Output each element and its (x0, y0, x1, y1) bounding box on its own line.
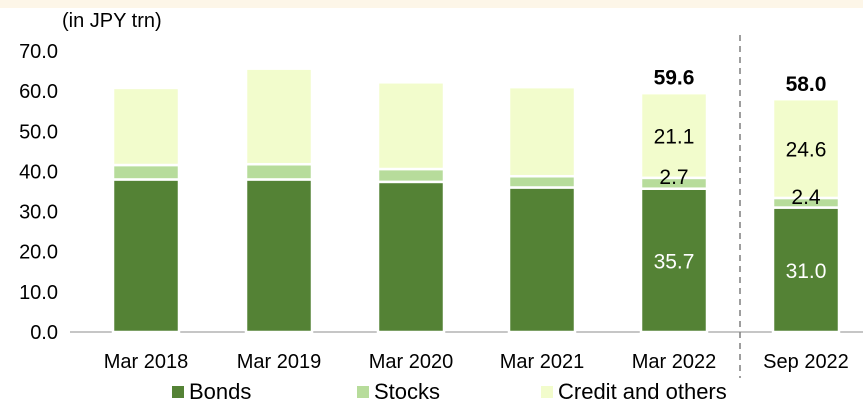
y-tick-label: 0.0 (30, 322, 58, 344)
unit-label: (in JPY trn) (62, 10, 162, 32)
segment-value-label: 2.4 (791, 186, 821, 209)
bar-bonds-segment (376, 180, 446, 334)
segment-value-label: 31.0 (786, 260, 827, 283)
total-value-label: 58.0 (786, 73, 827, 96)
segment-value-label: 21.1 (654, 126, 695, 149)
y-tick-label: 50.0 (19, 121, 58, 143)
y-tick-label: 60.0 (19, 81, 58, 103)
bar-credit-and-others-segment (771, 97, 841, 200)
legend-label: Stocks (374, 379, 441, 404)
x-tick-label: Mar 2020 (369, 351, 454, 373)
x-tick-label: Mar 2019 (237, 351, 322, 373)
segment-value-label: 24.6 (786, 139, 827, 162)
total-value-label: 59.6 (654, 67, 695, 90)
legend-swatch (172, 386, 184, 398)
legend-label: Bonds (189, 379, 252, 404)
bar-credit-and-others-segment (244, 67, 314, 166)
y-tick-label: 40.0 (19, 161, 58, 183)
bar-bonds-segment (244, 178, 314, 334)
legend-item: Credit and others (541, 379, 727, 405)
top-strip-decoration (0, 0, 863, 8)
bar-bonds-segment (639, 187, 709, 334)
x-tick-label: Mar 2021 (500, 351, 585, 373)
stacked-bar-chart: 0.0 10.0 20.0 30.0 40.0 50.0 60.0 70.0 35.7 2.7 21… (19, 35, 863, 378)
bar-stocks-segment (111, 163, 181, 181)
x-tick-label: Mar 2022 (632, 351, 717, 373)
bar-stocks-segment (507, 174, 577, 189)
legend-swatch (357, 386, 369, 398)
segment-value-label: 2.7 (659, 166, 688, 189)
legend-swatch (541, 386, 553, 398)
bar-bonds-segment (507, 186, 577, 334)
bar-credit-and-others-segment (639, 91, 709, 180)
x-tick-label: Sep 2022 (763, 351, 849, 373)
y-tick-label: 30.0 (19, 202, 58, 224)
y-tick-label: 70.0 (19, 41, 58, 63)
y-tick-label: 10.0 (19, 282, 58, 304)
bar-stocks-segment (376, 167, 446, 184)
legend-item: Bonds (172, 379, 251, 405)
bar-credit-and-others-segment (376, 81, 446, 171)
bar-credit-and-others-segment (507, 85, 577, 178)
segment-value-label: 35.7 (654, 250, 695, 273)
bar-credit-and-others-segment (111, 86, 181, 167)
chart-legend: Bonds Stocks Credit and others (0, 379, 863, 405)
legend-label: Credit and others (558, 379, 727, 404)
y-tick-label: 20.0 (19, 242, 58, 264)
x-tick-label: Mar 2018 (104, 351, 189, 373)
bar-bonds-segment (111, 178, 181, 334)
bar-stocks-segment (244, 162, 314, 181)
legend-item: Stocks (357, 379, 440, 405)
